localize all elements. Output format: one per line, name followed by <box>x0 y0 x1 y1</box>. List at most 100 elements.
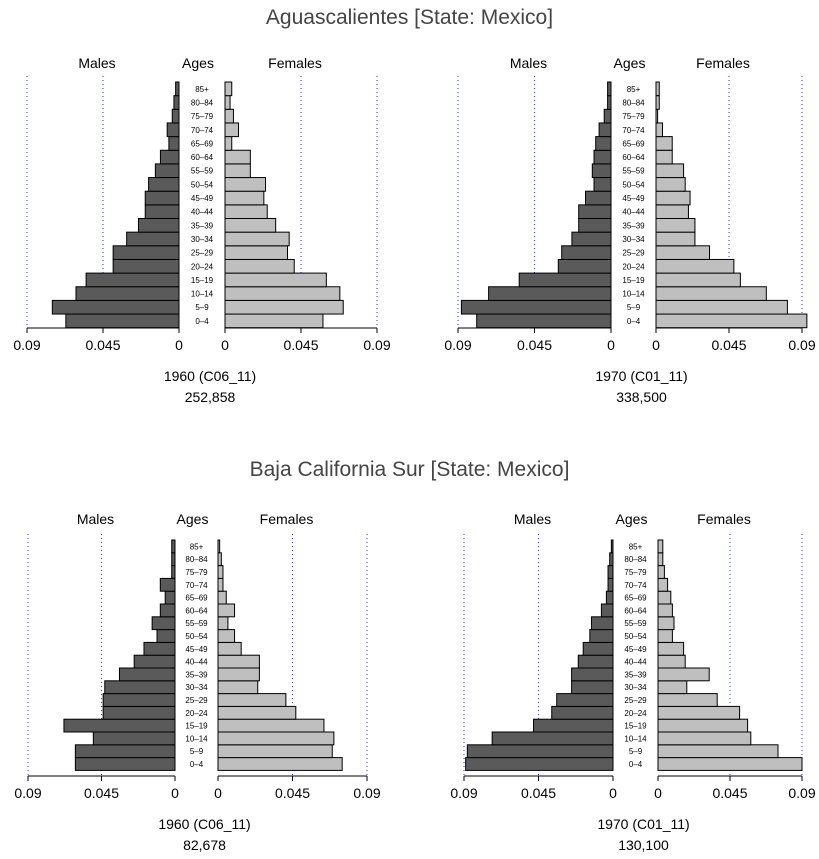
age-label: 35–39 <box>624 670 647 679</box>
population-total: 130,100 <box>618 837 669 853</box>
population-total: 252,858 <box>185 389 236 405</box>
age-label: 50–54 <box>185 632 208 641</box>
tick-label: 0 <box>171 785 179 801</box>
age-label: 60–64 <box>624 606 647 615</box>
tick-label: 0.09 <box>13 337 40 353</box>
males-header: Males <box>77 511 114 527</box>
age-label: 65–69 <box>191 139 214 148</box>
female-bar <box>655 95 660 110</box>
age-label: 75–79 <box>191 112 214 121</box>
section-title-baja-california-sur: Baja California Sur [State: Mexico] <box>249 458 570 481</box>
age-label: 15–19 <box>622 276 645 285</box>
age-label: 65–69 <box>185 594 208 603</box>
age-label: 70–74 <box>624 581 647 590</box>
age-label: 30–34 <box>185 683 208 692</box>
tick-label: 0.045 <box>517 337 552 353</box>
age-label: 80–84 <box>191 98 214 107</box>
age-label: 30–34 <box>624 683 647 692</box>
male-bar <box>92 731 176 746</box>
female-bar <box>224 204 268 220</box>
male-bar <box>151 616 176 631</box>
female-bar <box>655 258 735 274</box>
female-bar <box>217 744 333 759</box>
male-bar <box>175 81 180 97</box>
male-bar <box>589 629 614 643</box>
male-bar <box>557 258 612 274</box>
male-bar <box>561 245 612 260</box>
male-bar <box>607 95 612 110</box>
male-bar <box>156 629 176 643</box>
tick-label: 0.09 <box>353 785 380 801</box>
male-bar <box>593 177 612 192</box>
age-label: 20–24 <box>191 262 214 271</box>
age-label: 10–14 <box>185 734 208 743</box>
age-label: 20–24 <box>624 709 647 718</box>
female-bar <box>657 757 803 771</box>
female-bar <box>224 177 267 192</box>
male-bar <box>595 136 612 151</box>
female-bar <box>655 286 767 301</box>
age-label: 20–24 <box>622 262 645 271</box>
age-label: 40–44 <box>624 658 647 667</box>
female-bar <box>217 680 259 695</box>
tick-label: 0 <box>214 785 222 801</box>
age-label: 5–9 <box>195 303 209 312</box>
male-bar <box>610 539 614 554</box>
female-bar <box>217 629 236 643</box>
female-bar <box>655 218 696 233</box>
census-caption: 1970 (C01_11) <box>595 368 687 384</box>
male-bar <box>171 565 176 579</box>
female-bar <box>217 565 224 579</box>
male-bar <box>578 218 612 233</box>
age-label: 0–4 <box>627 317 641 326</box>
age-label: 75–79 <box>622 112 645 121</box>
male-bar <box>144 190 180 206</box>
age-label: 5–9 <box>627 303 641 312</box>
male-bar <box>488 286 612 301</box>
female-bar <box>657 731 752 746</box>
section-title-aguascalientes: Aguascalientes [State: Mexico] <box>265 6 554 29</box>
males-header: Males <box>514 511 551 527</box>
female-bar <box>224 108 234 124</box>
male-bar <box>171 539 176 554</box>
male-bar <box>551 705 614 720</box>
age-label: 5–9 <box>190 747 204 756</box>
male-bar <box>571 231 612 247</box>
female-bar <box>224 95 231 110</box>
census-caption: 1960 (C06_11) <box>164 368 256 384</box>
female-bar <box>655 149 673 165</box>
age-label: 70–74 <box>191 126 214 135</box>
male-bar <box>571 667 614 682</box>
age-label: 15–19 <box>624 722 647 731</box>
population-total: 82,678 <box>183 837 226 853</box>
female-bar <box>657 616 675 631</box>
tick-label: 0 <box>607 337 615 353</box>
age-label: 85+ <box>195 85 209 94</box>
female-bar <box>657 539 664 554</box>
male-bar <box>556 693 614 707</box>
male-bar <box>518 272 612 288</box>
female-bar <box>655 299 788 315</box>
female-bar <box>224 299 344 315</box>
female-bar <box>224 81 233 97</box>
tick-label: 0.045 <box>275 785 310 801</box>
female-bar <box>224 190 265 206</box>
female-bar <box>224 272 327 288</box>
female-bar <box>655 272 741 288</box>
tick-label: 0.045 <box>283 337 318 353</box>
male-bar <box>159 149 180 165</box>
age-label: 30–34 <box>622 235 645 244</box>
male-bar <box>65 313 180 329</box>
age-label: 50–54 <box>191 180 214 189</box>
male-bar <box>171 552 176 567</box>
female-bar <box>224 122 240 138</box>
male-bar <box>159 577 176 592</box>
pyramid-baja-california-sur-1960: 0–4 5–9 10–14 15–19 20–24 25–29 30–34 35–39 40–4… <box>14 511 380 853</box>
age-label: 35–39 <box>185 670 208 679</box>
age-label: 80–84 <box>624 555 647 564</box>
females-header: Females <box>697 511 751 527</box>
female-bar <box>217 718 325 733</box>
tick-label: 0 <box>654 785 662 801</box>
tick-label: 0 <box>652 337 660 353</box>
population-total: 338,500 <box>616 389 667 405</box>
